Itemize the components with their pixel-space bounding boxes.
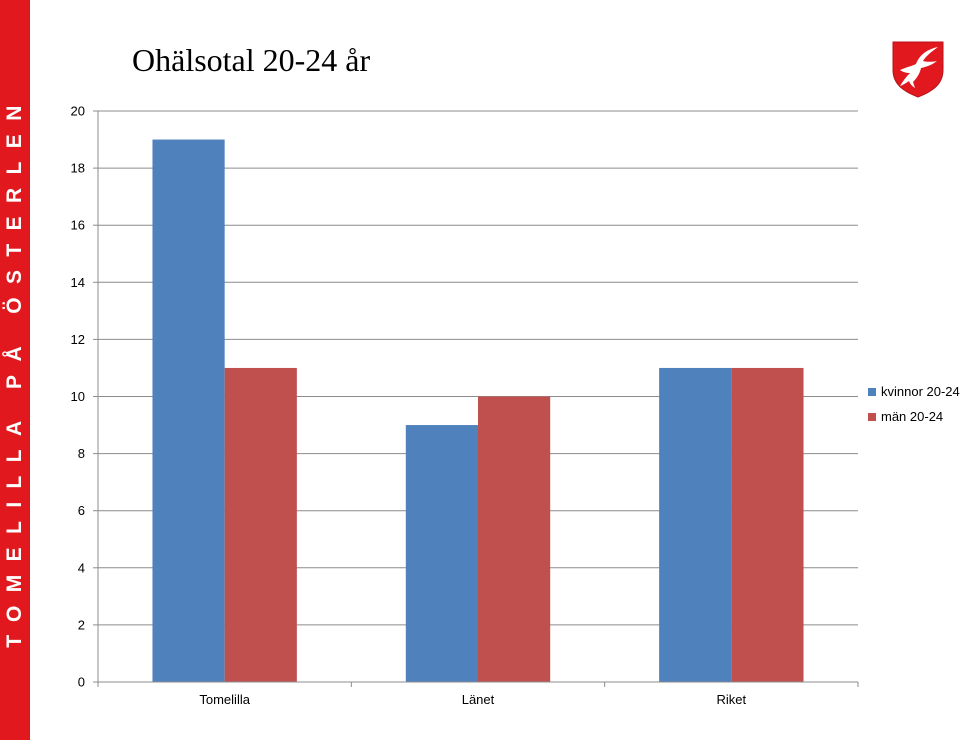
bar-man bbox=[478, 396, 551, 682]
legend-label-man: män 20-24 bbox=[881, 409, 944, 424]
y-tick-label: 16 bbox=[71, 218, 85, 233]
bar-kvinnor bbox=[659, 367, 732, 682]
y-tick-label: 2 bbox=[78, 617, 85, 632]
kite-bird-icon bbox=[900, 47, 938, 88]
y-tick-label: 18 bbox=[71, 161, 85, 176]
chart-title: Ohälsotal 20-24 år bbox=[132, 42, 371, 78]
y-tick-label: 6 bbox=[78, 503, 85, 518]
y-tick-label: 10 bbox=[71, 389, 85, 404]
y-tick-label: 4 bbox=[78, 560, 85, 575]
coat-of-arms-logo bbox=[892, 41, 944, 98]
legend-label-kvinnor: kvinnor 20-24 bbox=[881, 384, 960, 399]
y-tick-label: 8 bbox=[78, 446, 85, 461]
legend-swatch-man bbox=[868, 413, 876, 421]
y-tick-label: 0 bbox=[78, 675, 85, 690]
x-tick-label: Tomelilla bbox=[199, 692, 250, 707]
legend-swatch-kvinnor bbox=[868, 388, 876, 396]
bar-kvinnor bbox=[152, 139, 225, 683]
bar-man bbox=[224, 367, 297, 682]
legend-item-kvinnor: kvinnor 20-24 bbox=[868, 384, 960, 399]
y-tick-label: 14 bbox=[71, 275, 85, 290]
x-tick-label: Riket bbox=[717, 692, 747, 707]
bar-man bbox=[731, 367, 804, 682]
bar-kvinnor bbox=[405, 425, 478, 682]
x-tick-label: Länet bbox=[462, 692, 495, 707]
side-banner: TOMELILLA PÅ ÖSTERLEN bbox=[0, 0, 30, 740]
y-tick-label: 20 bbox=[71, 104, 85, 119]
y-tick-label: 12 bbox=[71, 332, 85, 347]
legend-item-man: män 20-24 bbox=[868, 409, 943, 424]
